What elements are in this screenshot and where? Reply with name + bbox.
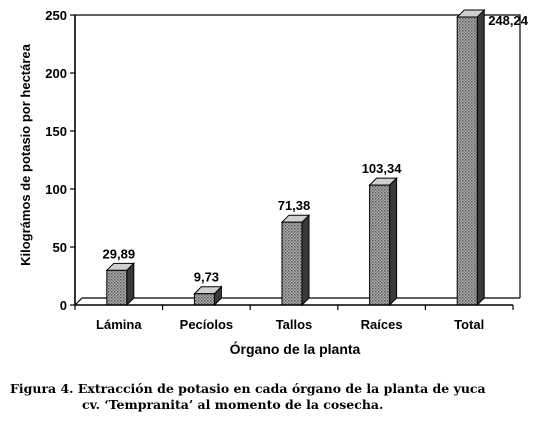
- x-tick-label: Tallos: [276, 317, 313, 332]
- bar-side: [476, 8, 485, 307]
- caption-line-2: cv. ‘Tempranita’ al momento de la cosech…: [82, 397, 384, 412]
- x-tick-label: Lámina: [96, 317, 142, 332]
- bar-front: [106, 269, 128, 306]
- bar-value-label: 29,89: [103, 246, 136, 261]
- bar-front: [456, 16, 478, 306]
- y-tick-label: 100: [45, 182, 67, 197]
- bar-value-label: 9,73: [194, 270, 219, 285]
- bar-side: [301, 213, 310, 307]
- bar: [105, 262, 136, 307]
- y-tick-label: 50: [53, 240, 67, 255]
- figure-caption: Figura 4. Extracción de potasio en cada …: [10, 381, 550, 413]
- bar-value-label: 248,24: [488, 13, 529, 28]
- bar-front: [193, 293, 215, 306]
- bar: [280, 213, 311, 307]
- y-tick-label: 250: [45, 8, 67, 23]
- bar-side: [389, 176, 398, 307]
- x-axis-title: Órgano de la planta: [230, 340, 361, 357]
- y-axis-title: Kilográmos de potasio por hectárea: [18, 43, 33, 266]
- caption-line-1: Figura 4. Extracción de potasio en cada …: [10, 381, 486, 396]
- x-tick-label: Total: [454, 317, 484, 332]
- bar-front: [281, 221, 303, 306]
- x-tick-label: Pecíolos: [180, 317, 233, 332]
- bar: [455, 8, 486, 307]
- x-tick-label: Raíces: [361, 317, 403, 332]
- bar-front: [369, 184, 391, 306]
- bar-value-label: 103,34: [362, 161, 403, 176]
- bar: [368, 176, 398, 307]
- y-tick-label: 150: [45, 124, 67, 139]
- y-tick-label: 200: [45, 66, 67, 81]
- bar-value-label: 71,38: [278, 198, 311, 213]
- bar: [193, 285, 223, 307]
- bar-chart: 0 50 100 150 200 250 29,89 9,73 71,38 103,34 248,…: [18, 8, 529, 357]
- y-tick-label: 0: [60, 298, 67, 313]
